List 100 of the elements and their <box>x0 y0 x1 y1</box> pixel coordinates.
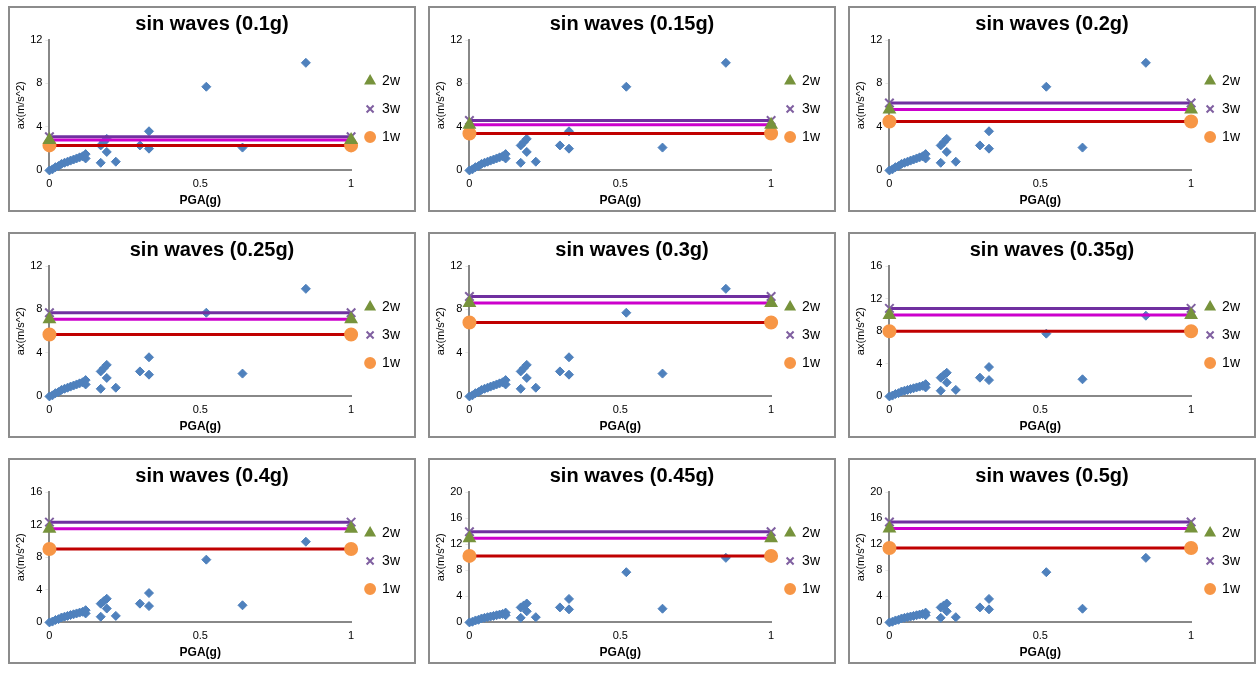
x-tick-label: 1 <box>348 629 355 642</box>
y-axis-title: ax(m/s^2) <box>433 307 446 356</box>
y-tick-label: 0 <box>876 389 883 402</box>
y-tick-label: 8 <box>36 550 43 563</box>
y-tick-label: 16 <box>870 259 883 272</box>
y-tick-label: 12 <box>30 33 43 46</box>
legend-label: 2w <box>802 297 821 314</box>
legend-label: 2w <box>1222 523 1241 540</box>
x-tick-label: 0.5 <box>192 629 208 642</box>
legend-label: 2w <box>1222 71 1241 88</box>
x-tick-label: 1 <box>348 177 355 190</box>
legend-label: 2w <box>1222 297 1241 314</box>
y-tick-label: 4 <box>36 119 43 132</box>
y-tick-label: 12 <box>30 517 43 530</box>
x-tick-label: 1 <box>768 403 775 416</box>
x-tick-label: 1 <box>768 177 775 190</box>
legend-label: 1w <box>1222 353 1241 370</box>
y-tick-label: 12 <box>450 33 463 46</box>
legend-label: 2w <box>802 71 821 88</box>
y-axis-title: ax(m/s^2) <box>853 81 866 130</box>
legend-label: 1w <box>1222 127 1241 144</box>
x-tick-label: 0.5 <box>1032 629 1048 642</box>
x-tick-label: 0 <box>886 629 893 642</box>
x-tick-label: 1 <box>1188 403 1195 416</box>
x-axis-title: PGA(g) <box>599 419 641 434</box>
y-tick-label: 4 <box>36 345 43 358</box>
x-tick-label: 0 <box>46 177 53 190</box>
y-tick-label: 4 <box>876 589 883 602</box>
x-tick-label: 0 <box>46 629 53 642</box>
y-tick-label: 12 <box>870 291 883 304</box>
chart-title: sin waves (0.1g) <box>135 11 289 34</box>
x-tick-label: 0.5 <box>1032 403 1048 416</box>
y-tick-label: 8 <box>456 563 463 576</box>
y-tick-label: 8 <box>456 302 463 315</box>
y-axis-title: ax(m/s^2) <box>853 533 866 582</box>
y-tick-label: 0 <box>456 389 463 402</box>
y-tick-label: 8 <box>36 302 43 315</box>
x-tick-label: 0.5 <box>612 403 628 416</box>
legend-label: 3w <box>802 99 821 116</box>
x-tick-label: 1 <box>1188 177 1195 190</box>
y-tick-label: 12 <box>450 259 463 272</box>
legend-label: 3w <box>1222 551 1241 568</box>
y-tick-label: 4 <box>456 119 463 132</box>
chart-title: sin waves (0.2g) <box>975 11 1129 34</box>
y-tick-label: 16 <box>870 511 883 524</box>
x-tick-label: 0.5 <box>192 177 208 190</box>
y-axis-title: ax(m/s^2) <box>853 307 866 356</box>
x-axis-title: PGA(g) <box>179 645 221 660</box>
y-tick-label: 0 <box>456 163 463 176</box>
y-tick-label: 4 <box>36 582 43 595</box>
x-tick-label: 0 <box>466 629 473 642</box>
y-axis-title: ax(m/s^2) <box>13 307 26 356</box>
legend-label: 3w <box>1222 99 1241 116</box>
legend-label: 3w <box>802 325 821 342</box>
x-tick-label: 0 <box>466 403 473 416</box>
x-axis-title: PGA(g) <box>179 193 221 208</box>
y-tick-label: 16 <box>30 485 43 498</box>
y-axis-title: ax(m/s^2) <box>13 81 26 130</box>
y-tick-label: 4 <box>456 345 463 358</box>
y-tick-label: 4 <box>456 589 463 602</box>
x-tick-label: 0 <box>466 177 473 190</box>
legend-label: 3w <box>382 325 401 342</box>
legend-label: 2w <box>382 71 401 88</box>
y-tick-label: 0 <box>456 615 463 628</box>
y-tick-label: 12 <box>30 259 43 272</box>
y-tick-label: 0 <box>36 163 43 176</box>
x-tick-label: 0.5 <box>612 629 628 642</box>
y-tick-label: 8 <box>36 76 43 89</box>
x-tick-label: 0 <box>886 177 893 190</box>
y-tick-label: 0 <box>876 615 883 628</box>
legend-label: 1w <box>802 127 821 144</box>
chart-title: sin waves (0.4g) <box>135 463 289 486</box>
legend-label: 1w <box>382 127 401 144</box>
legend-label: 3w <box>1222 325 1241 342</box>
x-tick-label: 1 <box>348 403 355 416</box>
legend-label: 2w <box>802 523 821 540</box>
chart-title: sin waves (0.15g) <box>549 11 715 34</box>
x-axis-title: PGA(g) <box>599 193 641 208</box>
x-tick-label: 1 <box>1188 629 1195 642</box>
legend-label: 3w <box>382 551 401 568</box>
chart-title: sin waves (0.45g) <box>549 463 715 486</box>
legend-label: 3w <box>802 551 821 568</box>
y-tick-label: 12 <box>870 33 883 46</box>
legend-label: 1w <box>382 353 401 370</box>
y-tick-label: 4 <box>876 356 883 369</box>
x-tick-label: 0 <box>886 403 893 416</box>
x-tick-label: 1 <box>768 629 775 642</box>
legend-label: 1w <box>802 353 821 370</box>
chart-title: sin waves (0.3g) <box>555 237 709 260</box>
y-tick-label: 0 <box>36 389 43 402</box>
x-axis-title: PGA(g) <box>1019 645 1061 660</box>
x-axis-title: PGA(g) <box>179 419 221 434</box>
x-tick-label: 0 <box>46 403 53 416</box>
y-tick-label: 16 <box>450 511 463 524</box>
x-axis-title: PGA(g) <box>1019 419 1061 434</box>
y-tick-label: 8 <box>876 563 883 576</box>
chart-title: sin waves (0.5g) <box>975 463 1129 486</box>
y-tick-label: 20 <box>870 485 883 498</box>
chart-title: sin waves (0.25g) <box>129 237 295 260</box>
x-axis-title: PGA(g) <box>1019 193 1061 208</box>
